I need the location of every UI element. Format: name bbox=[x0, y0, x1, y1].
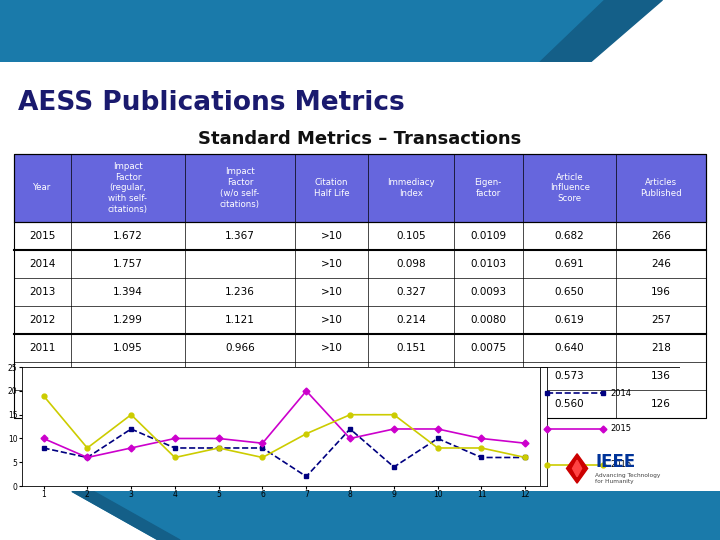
Polygon shape bbox=[572, 460, 582, 477]
Text: 0.098: 0.098 bbox=[396, 259, 426, 269]
Text: 2010: 2010 bbox=[30, 370, 55, 381]
Text: 0.0103: 0.0103 bbox=[470, 259, 506, 269]
Text: 2014: 2014 bbox=[30, 259, 55, 269]
Bar bbox=[14, 306, 706, 334]
Text: 0.151: 0.151 bbox=[396, 343, 426, 353]
Text: 1.757: 1.757 bbox=[113, 259, 143, 269]
Text: 0.0075: 0.0075 bbox=[470, 343, 506, 353]
Bar bbox=[14, 278, 706, 306]
Bar bbox=[14, 389, 706, 417]
Text: >10: >10 bbox=[320, 315, 343, 325]
Text: 0.650: 0.650 bbox=[555, 287, 585, 296]
Bar bbox=[14, 362, 706, 389]
Text: Article
Influence
Score: Article Influence Score bbox=[549, 173, 590, 203]
Text: 257: 257 bbox=[652, 315, 671, 325]
Text: 1.672: 1.672 bbox=[113, 231, 143, 241]
Text: 0.573: 0.573 bbox=[555, 370, 585, 381]
Bar bbox=[14, 334, 706, 362]
Text: >10: >10 bbox=[320, 231, 343, 241]
Text: 1.121: 1.121 bbox=[225, 315, 255, 325]
Text: Year: Year bbox=[33, 184, 52, 192]
Text: 1.367: 1.367 bbox=[225, 231, 255, 241]
Text: 218: 218 bbox=[652, 343, 671, 353]
Bar bbox=[14, 222, 706, 250]
Text: Impact
Factor
(regular,
with self-
citations): Impact Factor (regular, with self- citat… bbox=[108, 162, 148, 214]
Polygon shape bbox=[72, 491, 180, 540]
Text: 1.394: 1.394 bbox=[113, 287, 143, 296]
Text: 0.917: 0.917 bbox=[113, 370, 143, 381]
Text: 0.140: 0.140 bbox=[396, 370, 426, 381]
Text: 266: 266 bbox=[652, 231, 671, 241]
Text: 0.640: 0.640 bbox=[555, 343, 585, 353]
Text: Standard Metrics – Transactions: Standard Metrics – Transactions bbox=[199, 130, 521, 148]
Polygon shape bbox=[72, 491, 720, 540]
Text: IEEE: IEEE bbox=[595, 453, 636, 470]
Text: 0.327: 0.327 bbox=[396, 287, 426, 296]
Text: >10: >10 bbox=[320, 343, 343, 353]
Text: 0.0093: 0.0093 bbox=[470, 287, 506, 296]
Text: 0.0068: 0.0068 bbox=[470, 370, 506, 381]
Text: 0.105: 0.105 bbox=[396, 231, 426, 241]
Text: 196: 196 bbox=[652, 287, 671, 296]
Text: >10: >10 bbox=[320, 370, 343, 381]
Text: 2016: 2016 bbox=[611, 460, 631, 469]
Bar bbox=[14, 154, 706, 417]
Polygon shape bbox=[0, 0, 634, 62]
Polygon shape bbox=[567, 454, 588, 483]
Text: 1.230: 1.230 bbox=[113, 399, 143, 409]
Text: 0.682: 0.682 bbox=[555, 231, 585, 241]
Polygon shape bbox=[540, 0, 662, 62]
Text: 2013: 2013 bbox=[30, 287, 55, 296]
Text: IEEE Xplore Usage – Transactions: IEEE Xplore Usage – Transactions bbox=[218, 429, 502, 444]
Text: 2009: 2009 bbox=[30, 399, 55, 409]
Text: Citation
Half Life: Citation Half Life bbox=[314, 178, 349, 198]
Bar bbox=[14, 250, 706, 278]
Text: 1.134: 1.134 bbox=[225, 399, 255, 409]
Text: 0.0068: 0.0068 bbox=[470, 399, 506, 409]
Text: 0.095: 0.095 bbox=[396, 399, 426, 409]
Text: Articles
Published: Articles Published bbox=[640, 178, 682, 198]
Text: 136: 136 bbox=[652, 370, 671, 381]
Text: 2012: 2012 bbox=[30, 315, 55, 325]
Text: 1.299: 1.299 bbox=[113, 315, 143, 325]
Text: 0.619: 0.619 bbox=[555, 315, 585, 325]
Bar bbox=[14, 154, 706, 222]
Text: >10: >10 bbox=[320, 399, 343, 409]
Text: 1.095: 1.095 bbox=[113, 343, 143, 353]
Text: 2011: 2011 bbox=[30, 343, 55, 353]
Text: 0.854: 0.854 bbox=[225, 370, 255, 381]
Text: Impact
Factor
(w/o self-
citations): Impact Factor (w/o self- citations) bbox=[220, 167, 260, 208]
Text: 1.236: 1.236 bbox=[225, 287, 255, 296]
Text: Immediacy
Index: Immediacy Index bbox=[387, 178, 435, 198]
Text: 0.214: 0.214 bbox=[396, 315, 426, 325]
Text: 246: 246 bbox=[652, 259, 671, 269]
Text: 0.966: 0.966 bbox=[225, 343, 255, 353]
Text: 126: 126 bbox=[652, 399, 671, 409]
Text: 0.0080: 0.0080 bbox=[470, 315, 506, 325]
Text: 2015: 2015 bbox=[30, 231, 55, 241]
Text: >10: >10 bbox=[320, 287, 343, 296]
Text: 0.560: 0.560 bbox=[555, 399, 585, 409]
Text: 0.691: 0.691 bbox=[555, 259, 585, 269]
Text: 0.0109: 0.0109 bbox=[470, 231, 506, 241]
Text: 2015: 2015 bbox=[611, 424, 631, 434]
Text: Eigen-
factor: Eigen- factor bbox=[474, 178, 502, 198]
Text: 2014: 2014 bbox=[611, 389, 631, 398]
Text: Advancing Technology
for Humanity: Advancing Technology for Humanity bbox=[595, 473, 660, 484]
Text: >10: >10 bbox=[320, 259, 343, 269]
Text: AESS Publications Metrics: AESS Publications Metrics bbox=[18, 90, 405, 116]
